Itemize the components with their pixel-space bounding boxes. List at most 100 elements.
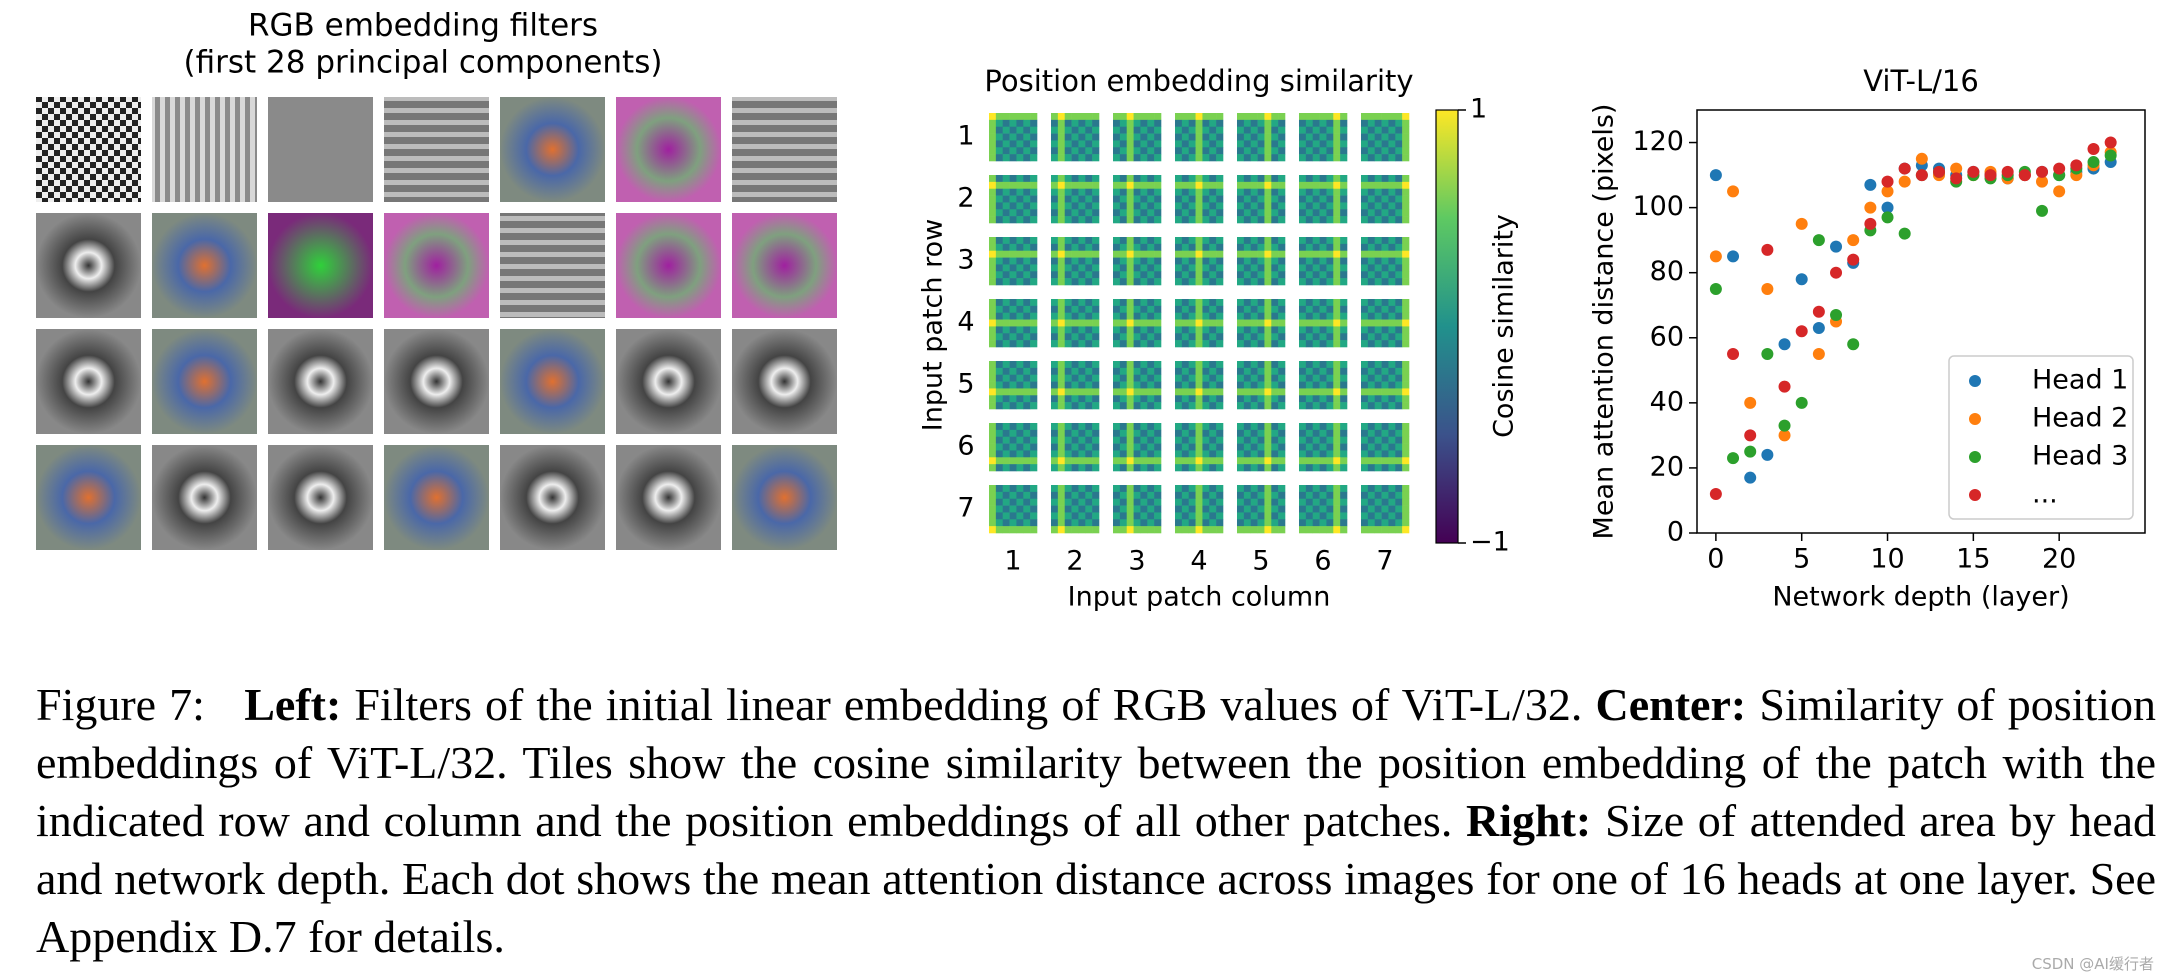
tile-cell bbox=[1278, 512, 1286, 520]
tile-cell bbox=[1340, 154, 1348, 162]
tile-cell bbox=[1051, 443, 1059, 451]
tile-cell bbox=[1119, 140, 1128, 148]
tile-cell bbox=[1299, 188, 1307, 196]
tile-cell bbox=[1119, 154, 1128, 162]
tile-cell bbox=[1147, 319, 1155, 327]
tile-cell bbox=[1057, 147, 1066, 155]
tile-cell bbox=[1333, 402, 1341, 410]
tile-cell bbox=[1078, 209, 1086, 217]
tile-cell bbox=[1154, 374, 1162, 382]
tile-cell bbox=[1133, 195, 1141, 203]
tile-cell bbox=[1057, 423, 1066, 431]
tile-cell bbox=[1312, 154, 1320, 162]
tile-cell bbox=[1361, 512, 1369, 520]
tile-cell bbox=[1071, 202, 1079, 210]
tile-cell bbox=[1195, 140, 1203, 148]
x-tick-label: 15 bbox=[1956, 544, 1990, 575]
tile-cell bbox=[1085, 264, 1093, 272]
tile-cell bbox=[1250, 367, 1258, 376]
tile-cell bbox=[1030, 175, 1038, 183]
tile-cell bbox=[1119, 402, 1128, 410]
tile-cell bbox=[1361, 464, 1369, 472]
tile-cell bbox=[1395, 271, 1403, 279]
tile-cell bbox=[1195, 512, 1203, 520]
tile-cell bbox=[1340, 485, 1348, 493]
tile-cell bbox=[1326, 333, 1334, 341]
tile-cell bbox=[1133, 429, 1141, 438]
tile-cell bbox=[1271, 464, 1279, 472]
tile-cell bbox=[1181, 243, 1190, 252]
tile-cell bbox=[1305, 264, 1314, 272]
tile-cell bbox=[1395, 237, 1403, 245]
tile-cell bbox=[1388, 457, 1396, 465]
tile-cell bbox=[1361, 119, 1369, 128]
tile-cell bbox=[1237, 485, 1245, 493]
tile-cell bbox=[1051, 278, 1059, 286]
tile-cell bbox=[1078, 491, 1086, 500]
tile-cell bbox=[1078, 299, 1086, 307]
tile-cell bbox=[1209, 126, 1217, 134]
tile-cell bbox=[1078, 195, 1086, 203]
tile-cell bbox=[1009, 119, 1017, 128]
point bbox=[1761, 348, 1774, 361]
tile-cell bbox=[1333, 264, 1341, 272]
tile-cell bbox=[1367, 326, 1376, 334]
tile-cell bbox=[1209, 264, 1217, 272]
tile-cell bbox=[995, 443, 1004, 451]
tile-cell bbox=[1195, 485, 1203, 493]
tile-cell bbox=[1119, 299, 1128, 307]
tile-cell bbox=[1133, 519, 1141, 527]
tile-cell bbox=[1250, 491, 1258, 500]
tile-cell bbox=[1374, 450, 1382, 458]
tile-cell bbox=[1402, 423, 1410, 431]
tile-cell bbox=[1002, 498, 1010, 506]
tile-cell bbox=[1361, 175, 1369, 183]
filter-tile bbox=[616, 329, 721, 434]
tile-cell bbox=[1023, 443, 1031, 451]
tile-cell bbox=[1216, 305, 1224, 314]
tile-cell bbox=[1264, 319, 1272, 327]
tile-cell bbox=[1051, 188, 1059, 196]
tile-cell bbox=[1250, 512, 1258, 520]
tile-cell bbox=[1333, 429, 1341, 438]
tile-cell bbox=[1051, 361, 1059, 369]
tile-cell bbox=[1064, 195, 1072, 203]
tile-cell bbox=[1154, 381, 1162, 389]
tile-cell bbox=[1257, 209, 1265, 217]
tile-cell bbox=[1126, 519, 1134, 527]
tile-cell bbox=[1312, 312, 1320, 320]
tile-cell bbox=[1064, 367, 1072, 376]
tile-cell bbox=[1319, 505, 1327, 513]
tile-cell bbox=[1092, 147, 1100, 155]
tile-cell bbox=[1085, 257, 1093, 265]
tile-cell bbox=[1009, 299, 1017, 307]
tile-cell bbox=[1278, 202, 1286, 210]
tile-cell bbox=[1381, 491, 1389, 500]
tile-cell bbox=[1402, 464, 1410, 472]
filter-tile bbox=[732, 329, 837, 434]
tile-cell bbox=[1388, 443, 1396, 451]
y-tick-label: 40 bbox=[1650, 386, 1684, 417]
tile-cell bbox=[1133, 374, 1141, 382]
tile-cell bbox=[1271, 305, 1279, 314]
tile-cell bbox=[1305, 395, 1314, 403]
tile-cell bbox=[1023, 278, 1031, 286]
tile-cell bbox=[989, 278, 997, 286]
tile-cell bbox=[1216, 388, 1224, 396]
tile-cell bbox=[1147, 457, 1155, 465]
tile-cell bbox=[1395, 505, 1403, 513]
tile-cell bbox=[1237, 326, 1245, 334]
tile-cell bbox=[1312, 436, 1320, 444]
tile-cell bbox=[1237, 512, 1245, 520]
tile-cell bbox=[1388, 340, 1396, 348]
filter-tile bbox=[732, 445, 837, 550]
tile-cell bbox=[1402, 250, 1410, 258]
tile-cell bbox=[1402, 140, 1410, 148]
tile-cell bbox=[1023, 402, 1031, 410]
tile-cell bbox=[1395, 312, 1403, 320]
tile-cell bbox=[1030, 423, 1038, 431]
tile-cell bbox=[1271, 333, 1279, 341]
tile-cell bbox=[1388, 126, 1396, 134]
tile-cell bbox=[1209, 526, 1217, 534]
